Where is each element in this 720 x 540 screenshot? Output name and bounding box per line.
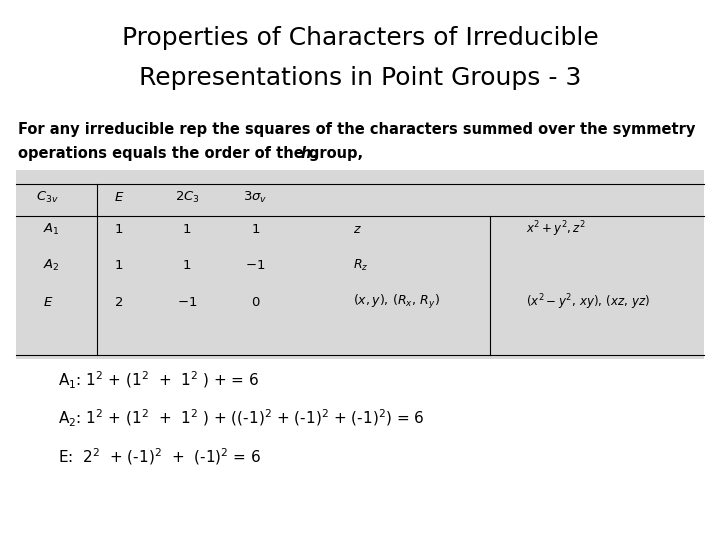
Text: 1: 1 [114,259,123,272]
Text: h: h [301,146,311,161]
Text: 1: 1 [251,223,260,236]
Text: $R_z$: $R_z$ [353,258,368,273]
Text: 1: 1 [183,223,192,236]
Text: $(x, y),\,(R_x,\,R_y)$: $(x, y),\,(R_x,\,R_y)$ [353,293,440,312]
Text: A$_1$: 1$^2$ + (1$^2$  +  1$^2$ ) + = 6: A$_1$: 1$^2$ + (1$^2$ + 1$^2$ ) + = 6 [58,370,259,392]
Text: $2C_3$: $2C_3$ [175,190,199,205]
Text: $A_1$: $A_1$ [43,222,60,237]
Text: 1: 1 [183,259,192,272]
Text: .: . [311,146,317,161]
Text: $C_{3v}$: $C_{3v}$ [36,190,59,205]
Text: E:  2$^2$  + (-1)$^2$  +  (-1)$^2$ = 6: E: 2$^2$ + (-1)$^2$ + (-1)$^2$ = 6 [58,446,261,467]
Text: operations equals the order of the group,: operations equals the order of the group… [18,146,368,161]
Text: $3\sigma_v$: $3\sigma_v$ [243,190,268,205]
Text: $E$: $E$ [114,191,124,204]
Text: 1: 1 [114,223,123,236]
Text: 0: 0 [251,296,260,309]
Text: $-1$: $-1$ [177,296,197,309]
Text: $-1$: $-1$ [246,259,266,272]
Text: A$_2$: 1$^2$ + (1$^2$  +  1$^2$ ) + ((-1)$^2$ + (-1)$^2$ + (-1)$^2$) = 6: A$_2$: 1$^2$ + (1$^2$ + 1$^2$ ) + ((-1)$… [58,408,424,429]
Text: $A_2$: $A_2$ [43,258,60,273]
Text: $E$: $E$ [43,296,53,309]
Text: For any irreducible rep the squares of the characters summed over the symmetry: For any irreducible rep the squares of t… [18,122,696,137]
Text: $(x^2-y^2,\,xy),\,(xz,\,yz)$: $(x^2-y^2,\,xy),\,(xz,\,yz)$ [526,293,649,312]
Text: $z$: $z$ [353,223,361,236]
Text: Representations in Point Groups - 3: Representations in Point Groups - 3 [139,66,581,90]
Bar [16,170,704,359]
Text: Properties of Characters of Irreducible: Properties of Characters of Irreducible [122,26,598,50]
Text: 2: 2 [114,296,123,309]
Text: $x^2+y^2, z^2$: $x^2+y^2, z^2$ [526,220,586,239]
